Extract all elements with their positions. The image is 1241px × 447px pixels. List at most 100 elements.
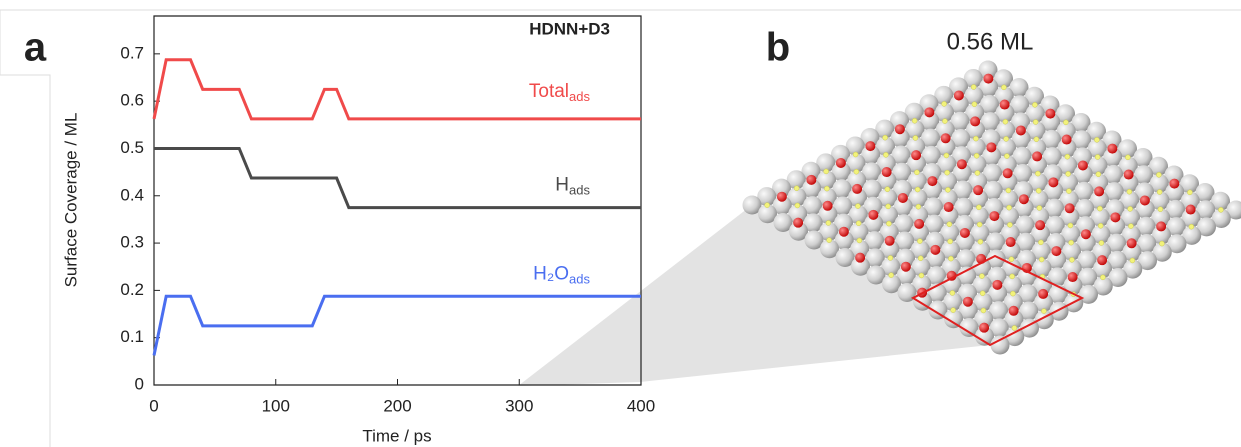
hydrogen [853, 152, 858, 157]
hydrogen [974, 153, 979, 158]
series-subscript: ads [569, 183, 590, 198]
hydrogen [1066, 189, 1071, 194]
hydrogen [1157, 190, 1162, 195]
oxygen [1062, 135, 1072, 145]
hydrogen [1069, 240, 1074, 245]
oxygen [941, 133, 951, 143]
oxygen [1019, 194, 1029, 204]
hydrogen [914, 170, 919, 175]
hydrogen [1034, 137, 1039, 142]
hydrogen [794, 186, 799, 191]
oxygen [1127, 238, 1137, 248]
hydrogen [1218, 207, 1223, 212]
hydrogen [883, 152, 888, 157]
hydrogen [1038, 240, 1043, 245]
hydrogen [976, 205, 981, 210]
oxygen [1009, 306, 1019, 316]
hydrogen [1156, 172, 1161, 177]
y-tick-label: 0.2 [120, 280, 144, 299]
hydrogen [1001, 85, 1006, 90]
hydrogen [1066, 171, 1071, 176]
oxygen [944, 202, 954, 212]
hydrogen [1159, 241, 1164, 246]
hydrogen [765, 203, 770, 208]
oxygen [983, 74, 993, 84]
hydrogen [1187, 190, 1192, 195]
oxygen [1035, 220, 1045, 230]
oxygen [823, 201, 833, 211]
hydrogen [973, 136, 978, 141]
oxygen [1016, 125, 1026, 135]
hydrogen [885, 187, 890, 192]
hydrogen [824, 169, 829, 174]
oxygen [806, 175, 816, 185]
series-label: Hads [555, 175, 590, 198]
y-tick-label: 0.6 [120, 91, 144, 110]
oxygen [1107, 144, 1117, 154]
oxygen [1045, 109, 1055, 119]
panel-title: 0.56 ML [947, 28, 1034, 55]
oxygen [836, 158, 846, 168]
oxygen [1006, 237, 1016, 247]
oxygen [1081, 229, 1091, 239]
hydrogen [977, 222, 982, 227]
oxygen [992, 280, 1002, 290]
oxygen [1078, 160, 1088, 170]
oxygen [1051, 246, 1061, 256]
hydrogen [942, 101, 947, 106]
hydrogen [855, 204, 860, 209]
figure: a b 0.56 ML HDNN+D3 Time / ps Surface Co… [0, 0, 1241, 447]
hydrogen [1068, 223, 1073, 228]
oxygen [777, 192, 787, 202]
hydrogen [912, 118, 917, 123]
hydrogen [1125, 155, 1130, 160]
hydrogen [918, 256, 923, 261]
oxygen [865, 141, 875, 151]
hydrogen [948, 239, 953, 244]
hydrogen [1037, 205, 1042, 210]
series-name: Total [529, 81, 569, 102]
hydrogen [795, 203, 800, 208]
hydrogen [981, 308, 986, 313]
hydrogen [1033, 120, 1038, 125]
hydrogen [919, 273, 924, 278]
x-axis-label: Time / ps [362, 426, 431, 445]
hydrogen [1096, 172, 1101, 177]
series-label: H₂Oads [533, 263, 590, 286]
hydrogen [947, 222, 952, 227]
hydrogen [1158, 207, 1163, 212]
panel-label: a [24, 26, 47, 70]
axes [154, 16, 641, 385]
oxygen [793, 218, 803, 228]
series-name: H₂O [533, 263, 569, 284]
oxygen [960, 228, 970, 238]
hydrogen [1041, 309, 1046, 314]
oxygen [868, 210, 878, 220]
hydrogen [1010, 274, 1015, 279]
oxygen [895, 124, 905, 134]
hydrogen [824, 186, 829, 191]
hydrogen [1094, 137, 1099, 142]
hydrogen [886, 204, 891, 209]
series-subscript: ads [569, 89, 590, 104]
hydrogen [856, 221, 861, 226]
oxygen [855, 253, 865, 263]
y-tick-label: 0.5 [120, 138, 144, 157]
oxygen [1000, 100, 1010, 110]
y-tick-label: 0.3 [120, 233, 144, 252]
oxygen [1068, 272, 1078, 282]
hydrogen [857, 238, 862, 243]
oxygen [1003, 168, 1013, 178]
oxygen [986, 142, 996, 152]
oxygen [963, 297, 973, 307]
hydrogen [944, 153, 949, 158]
hydrogen [1010, 291, 1015, 296]
hydrogen [1095, 155, 1100, 160]
oxygen [1186, 205, 1196, 215]
hydrogen [1130, 258, 1135, 263]
y-axis-label: Surface Coverage / ML [61, 113, 80, 288]
y-tick-label: 0.4 [120, 185, 144, 204]
hydrogen [826, 220, 831, 225]
hydrogen [942, 119, 947, 124]
annotation: HDNN+D3 [529, 19, 610, 38]
